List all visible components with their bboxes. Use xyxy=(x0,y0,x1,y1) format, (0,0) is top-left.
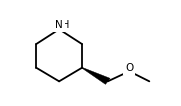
Text: H: H xyxy=(62,20,69,30)
Text: N: N xyxy=(55,20,63,30)
Polygon shape xyxy=(82,67,110,84)
Text: N: N xyxy=(55,20,63,30)
Text: O: O xyxy=(125,63,133,73)
Text: O: O xyxy=(125,63,133,73)
